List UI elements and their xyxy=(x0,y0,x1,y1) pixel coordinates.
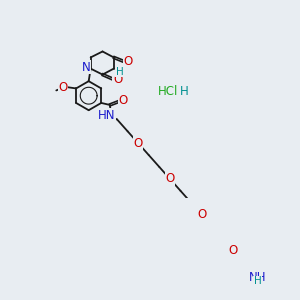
Text: HN: HN xyxy=(98,109,115,122)
Text: H: H xyxy=(180,85,189,98)
Text: H: H xyxy=(116,67,124,77)
Text: NH: NH xyxy=(249,271,266,284)
Text: O: O xyxy=(134,137,143,150)
Text: O: O xyxy=(165,172,175,185)
Text: O: O xyxy=(113,73,122,86)
Text: N: N xyxy=(82,61,90,74)
Text: O: O xyxy=(197,208,206,221)
Text: O: O xyxy=(229,244,238,256)
Text: H: H xyxy=(254,276,262,286)
Text: HCl: HCl xyxy=(158,85,178,98)
Text: O: O xyxy=(58,81,68,94)
Text: O: O xyxy=(118,94,127,107)
Text: O: O xyxy=(124,55,133,68)
